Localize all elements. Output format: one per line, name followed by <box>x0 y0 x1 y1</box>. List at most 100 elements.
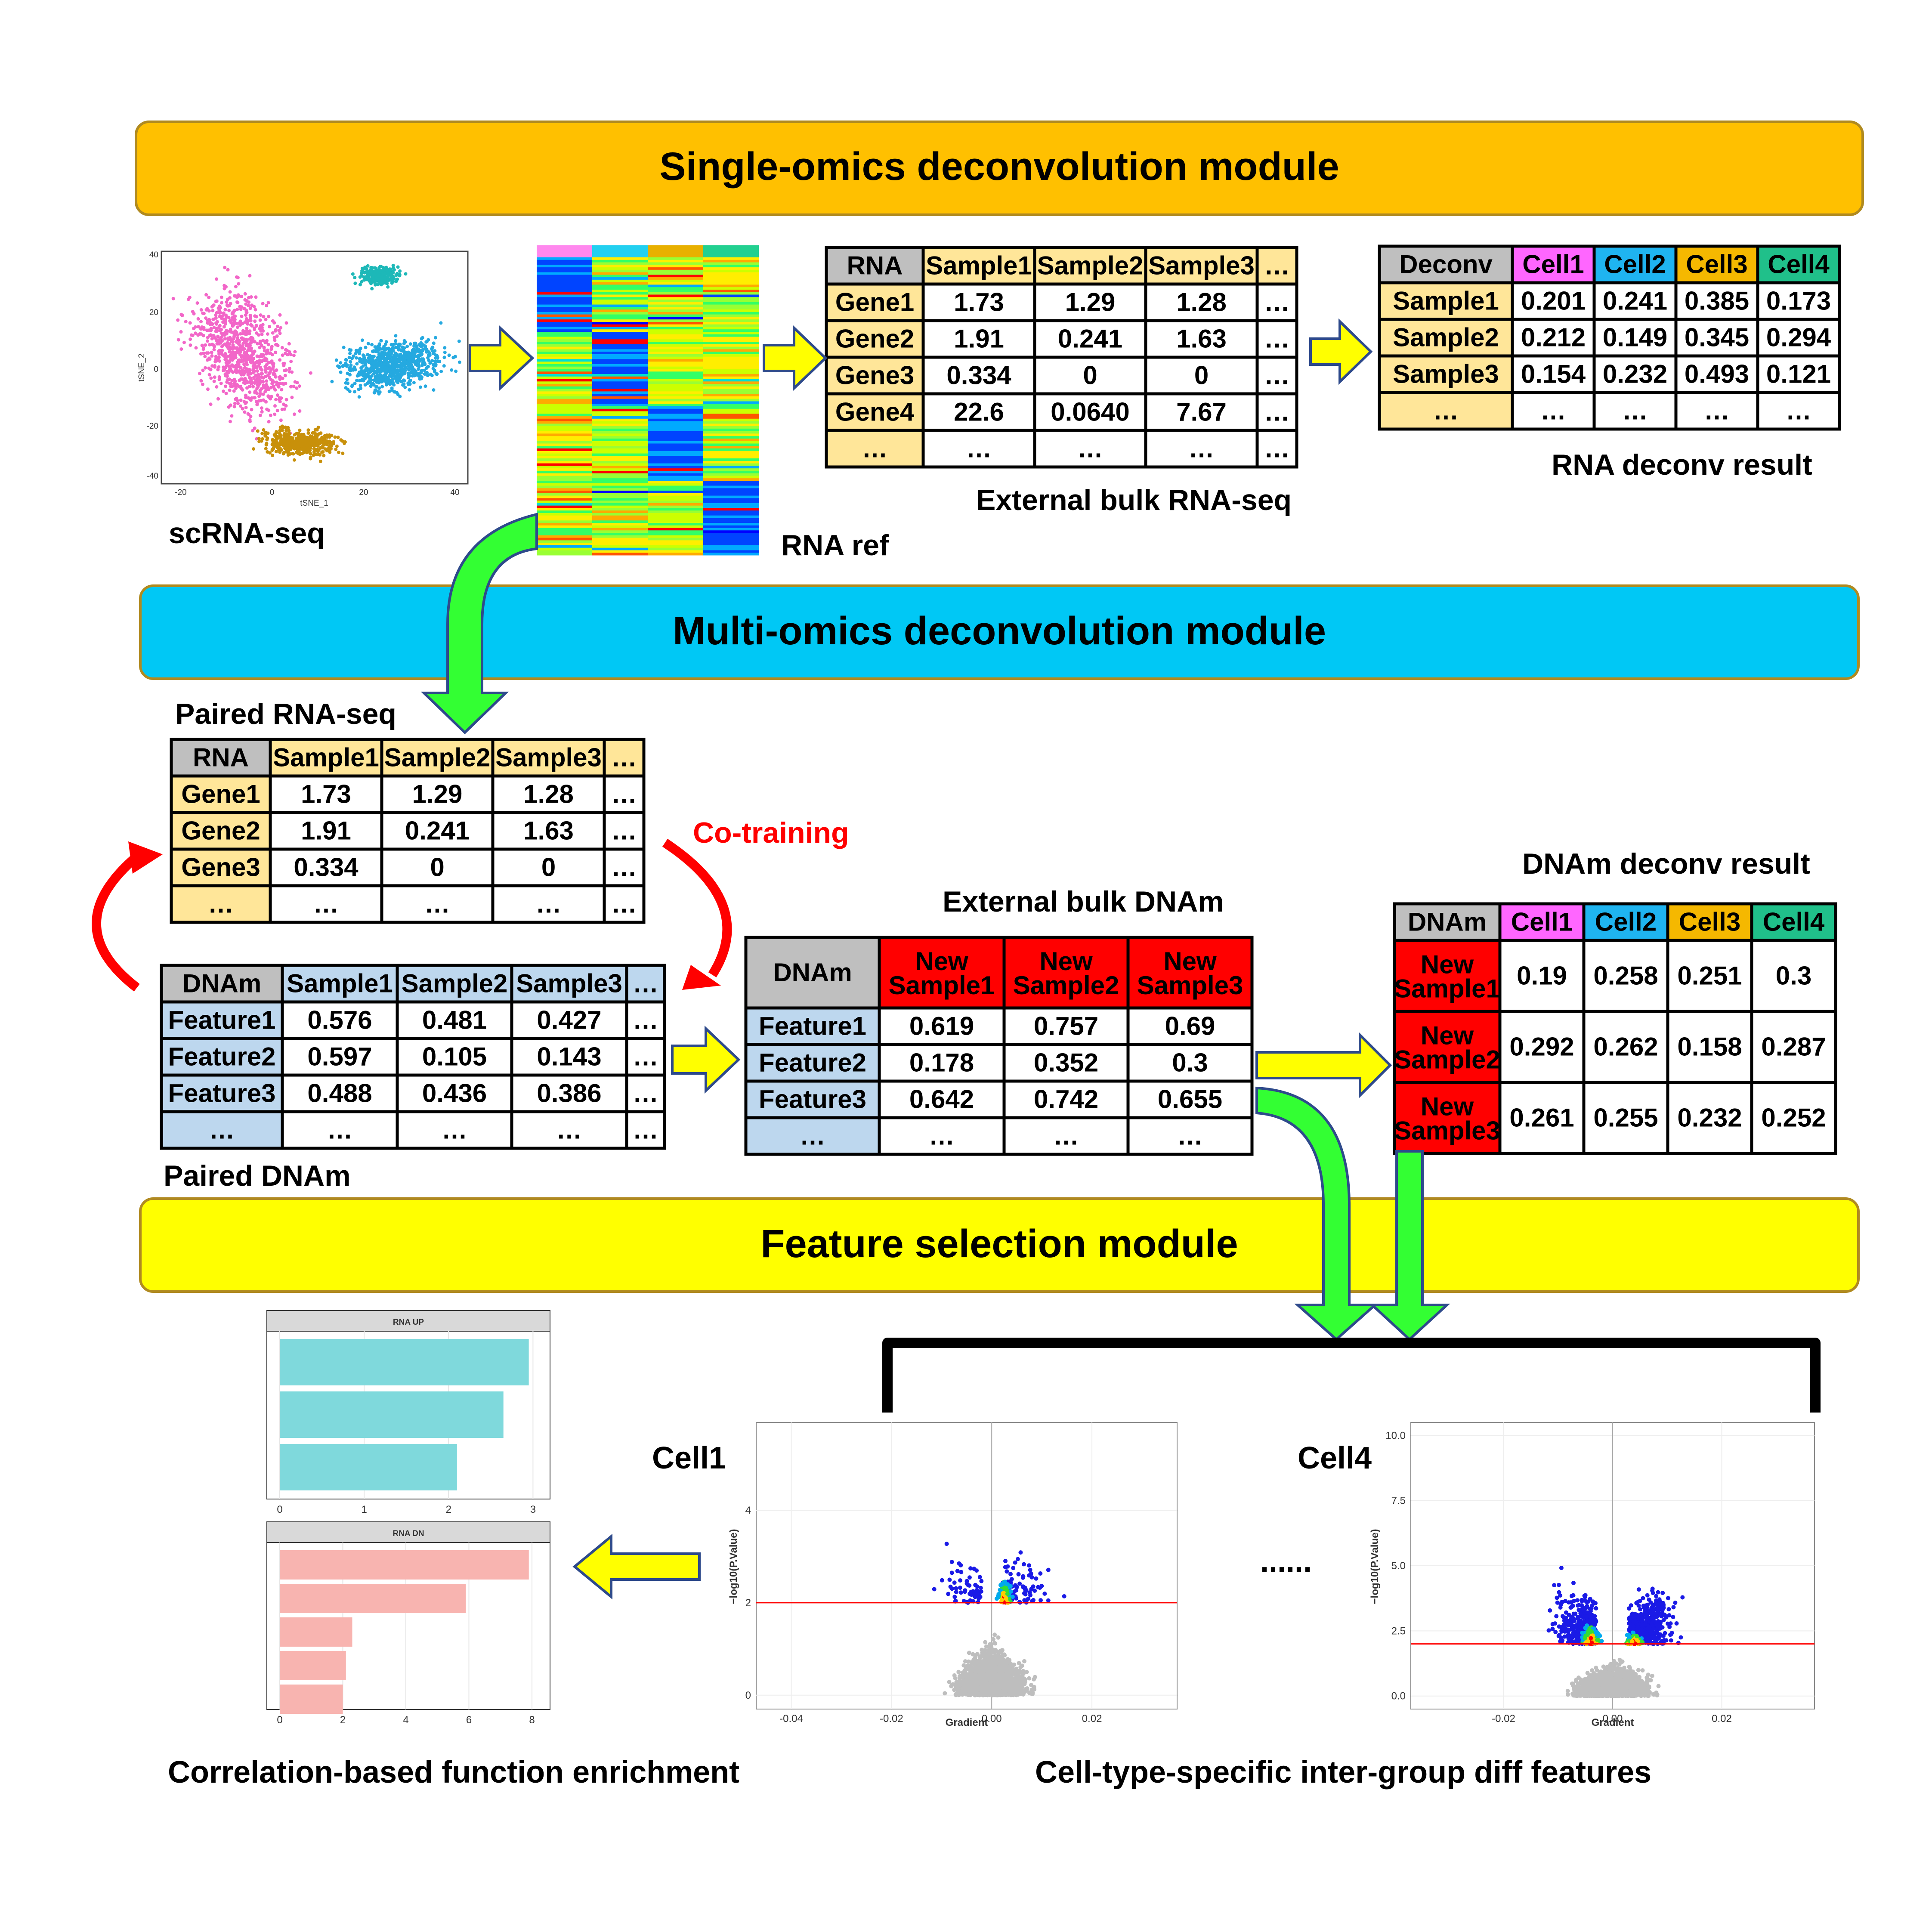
heatmap-cell <box>648 265 704 268</box>
volcano-point <box>992 1632 997 1637</box>
tsne-point <box>234 356 238 360</box>
tsne-point <box>240 294 244 298</box>
tsne-point <box>235 351 238 355</box>
heatmap-cell <box>703 414 759 417</box>
tsne-point <box>371 279 375 283</box>
tsne-point <box>271 440 275 444</box>
heatmap-cell <box>592 334 648 337</box>
tsne-point <box>457 339 461 343</box>
tsne-point <box>256 342 260 346</box>
tsne-point <box>303 441 307 445</box>
heatmap-cell <box>648 463 704 466</box>
multi-omics-module-banner: Multi-omics deconvolution module <box>139 584 1860 680</box>
heatmap-cell <box>592 463 648 466</box>
tsne-point <box>394 273 398 277</box>
table-cell-text: 0.154 <box>1521 360 1586 389</box>
tsne-point <box>351 272 355 276</box>
tsne-point <box>199 352 203 356</box>
co-training-arrow-right <box>662 838 732 977</box>
heatmap-cell <box>592 386 648 389</box>
tsne-point <box>332 440 336 444</box>
tsne-point <box>272 336 276 340</box>
tsne-point <box>210 350 213 354</box>
heatmap-cell <box>592 439 648 442</box>
tsne-point <box>386 273 390 277</box>
heatmap-cell <box>703 269 759 273</box>
tsne-point <box>222 325 226 329</box>
tsne-point <box>244 340 248 344</box>
tsne-point <box>216 397 220 401</box>
heatmap-cell <box>648 381 704 384</box>
heatmap-cell <box>592 352 648 355</box>
heatmap-cell <box>537 493 593 496</box>
table-cell-text: 0.241 <box>1058 325 1122 353</box>
heatmap-cell <box>537 319 593 322</box>
heatmap-cell <box>703 453 759 456</box>
heatmap-cell <box>537 411 593 414</box>
tsne-point <box>247 300 250 304</box>
tsne-point <box>253 389 257 393</box>
tsne-point <box>266 332 269 336</box>
tsne-point <box>306 428 310 432</box>
table-cell-text-line: Sample2 <box>1013 971 1119 1000</box>
heatmap-cell <box>592 488 648 491</box>
tsne-point <box>216 359 220 362</box>
heatmap-cell <box>537 423 593 427</box>
tsne-point <box>227 371 231 374</box>
tsne-point <box>339 361 343 365</box>
tsne-point <box>394 334 398 338</box>
tsne-point <box>210 305 214 309</box>
heatmap-cell <box>592 287 648 290</box>
tsne-point <box>250 303 254 307</box>
heatmap-cell <box>537 520 593 523</box>
heatmap-cell <box>592 513 648 516</box>
tsne-point <box>207 373 211 377</box>
table-cell-text: 1.29 <box>1065 288 1116 317</box>
tsne-point <box>292 353 296 357</box>
heatmap-cell <box>537 538 593 541</box>
tsne-point <box>377 386 381 390</box>
tsne-point <box>257 437 261 440</box>
tsne-point <box>271 331 275 335</box>
tsne-point <box>425 365 429 369</box>
heatmap-cell <box>537 304 593 307</box>
table-cell-text: Cell2 <box>1595 908 1657 937</box>
tsne-point <box>248 337 252 341</box>
table-cell-text: Sample2 <box>384 743 491 772</box>
heatmap-cell <box>648 510 704 513</box>
heatmap-cell <box>592 505 648 508</box>
heatmap-cell <box>648 501 704 504</box>
tsne-point <box>290 396 294 399</box>
table-cell-text: Feature1 <box>168 1006 275 1035</box>
tsne-point <box>199 332 203 336</box>
heatmap-cell <box>592 307 648 310</box>
tsne-point <box>390 370 394 374</box>
tsne-point <box>207 309 211 313</box>
heatmap-cell <box>592 431 648 434</box>
tsne-point <box>245 386 249 390</box>
tsne-point <box>387 381 391 385</box>
tsne-point <box>239 399 243 402</box>
tsne-point <box>263 365 267 369</box>
tsne-point <box>300 447 303 451</box>
tsne-point <box>265 387 269 391</box>
heatmap-cell <box>703 294 759 297</box>
tsne-point <box>201 347 205 351</box>
heatmap-cell <box>592 275 648 278</box>
heatmap-cell <box>537 352 593 355</box>
tsne-point <box>235 295 239 299</box>
tsne-point <box>217 365 221 369</box>
tsne-point <box>206 387 210 391</box>
tsne-point <box>188 321 192 325</box>
tsne-point <box>261 323 265 327</box>
tsne-point <box>244 380 247 384</box>
tsne-point <box>385 347 389 350</box>
arrow-heatmap-to-table <box>763 325 828 392</box>
tsne-point <box>211 309 215 312</box>
tsne-point <box>214 338 218 342</box>
heatmap-cell <box>592 458 648 461</box>
heatmap-cell <box>592 481 648 484</box>
tsne-point <box>359 386 363 390</box>
tsne-point <box>413 361 417 365</box>
tsne-point <box>383 271 387 275</box>
